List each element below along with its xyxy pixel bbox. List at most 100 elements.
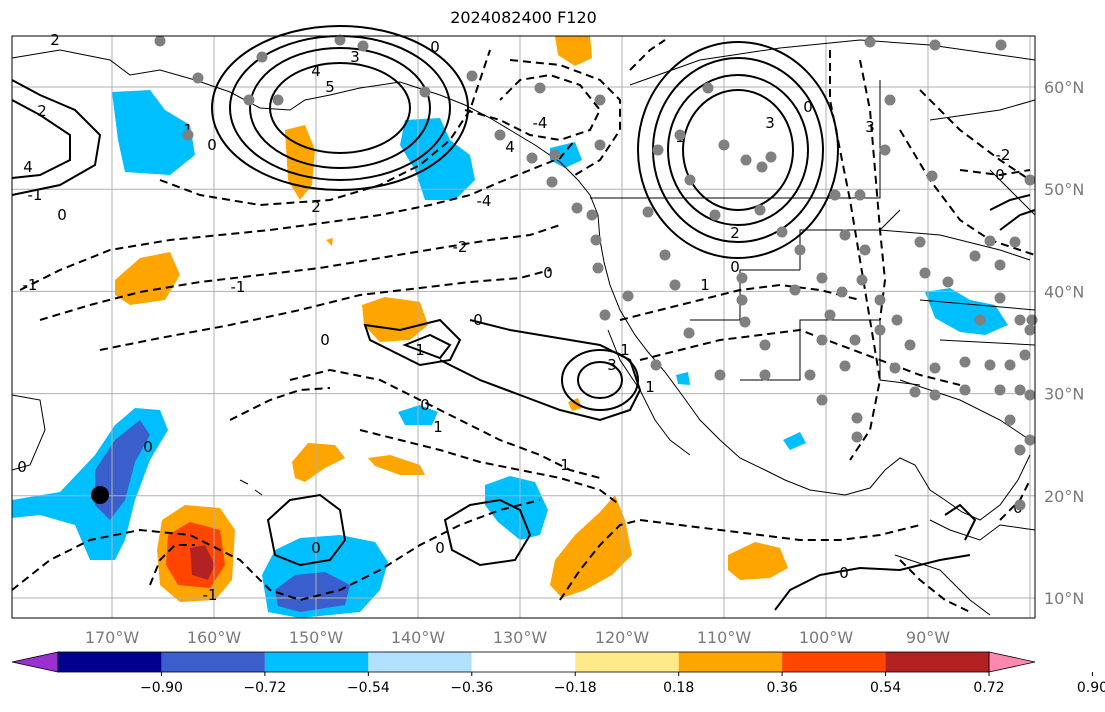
negative-contours [11,39,1036,613]
station-dot [1014,314,1026,326]
station-dot [884,94,896,106]
station-dot [824,309,836,321]
colorbar-bin [471,652,576,672]
contour-label: 0 [320,331,330,349]
contour-label: 1 [645,378,655,396]
station-dot [599,309,611,321]
colorbar-tick-label: −0.36 [450,680,493,696]
station-dot [874,294,886,306]
pos-region-off-mexico [550,495,632,598]
station-dot [969,250,981,262]
lat-label: 60°N [1044,78,1084,97]
station-dot [759,339,771,351]
contour-label: 2 [730,224,740,242]
colorbar-tick-label: 0.72 [973,680,1004,696]
station-dot [926,170,938,182]
colorbar-tick-label: −0.90 [140,680,183,696]
station-dot [669,279,681,291]
station-dot [984,235,996,247]
contour-label: 0 [311,539,321,557]
station-dot [994,384,1006,396]
lon-label: 160°W [187,628,242,647]
contour-label: 0 [420,396,430,414]
lat-label: 20°N [1044,487,1084,506]
station-dot [891,314,903,326]
colorbar-extend-high [988,651,1036,673]
colorbar-extend-low [11,651,59,673]
station-dot [546,176,558,188]
station-dot [594,94,606,106]
station-dot [889,362,901,374]
latitude-labels: 60°N 50°N 40°N 30°N 20°N 10°N [1044,78,1084,608]
contour-label: 4 [311,62,321,80]
colorbar-tick-label: 0.90 [1077,680,1105,696]
station-dot [592,262,604,274]
colorbar-tick-label: 0.18 [663,680,694,696]
station-dot [854,189,866,201]
station-dot [754,204,766,216]
pos-core-west-blob [190,545,215,580]
station-dot [182,129,194,141]
contour-label: -1 [23,276,38,294]
station-dot [1019,349,1031,361]
station-dot [794,244,806,256]
station-dot [1024,324,1036,336]
station-dot [1004,359,1016,371]
contour-label: 0 [57,206,67,224]
colorbar-bin [161,652,265,672]
station-dot [1009,236,1021,248]
station-dot [914,236,926,248]
station-dot [776,226,788,238]
lat-label: 50°N [1044,180,1084,199]
station-dot [652,144,664,156]
station-dot [859,244,871,256]
station-dot [874,324,886,336]
colorbar-bin [368,652,472,672]
colorbar-bin [678,652,783,672]
lat-label: 30°N [1044,385,1084,404]
contour-label: -1 [203,586,218,604]
station-dot [864,36,876,48]
contour-label: 3 [607,356,617,374]
station-dot [929,362,941,374]
station-dot [534,82,546,94]
station-dot [839,229,851,241]
station-dot [526,152,538,164]
graticule [12,36,1035,618]
station-dot [659,249,671,261]
station-dot [849,334,861,346]
station-dot [1024,389,1036,401]
lat-label: 10°N [1044,589,1084,608]
station-dot [683,327,695,339]
station-dot [804,369,816,381]
neg-region-25n [783,432,806,450]
station-dot [419,86,431,98]
station-dot [709,209,721,221]
neg-region-bc [550,142,582,168]
contour-label: 0 [430,38,440,56]
contour-label: 1 [415,341,425,359]
contour-label: 4 [505,138,515,156]
station-dot [571,202,583,214]
station-dot [816,394,828,406]
shaded-anomaly-regions [12,36,1008,618]
contour-label: 0 [143,438,153,456]
contour-label: -4 [477,192,492,210]
contour-label: -1 [28,186,43,204]
colorbar-tick-label: 0.36 [767,680,798,696]
contour-label: 0 [435,539,445,557]
pos-region-hawaii-north [292,443,345,482]
station-dot [243,94,255,106]
station-dot [1024,434,1036,446]
station-dot [1014,384,1026,396]
map-frame [11,35,1036,619]
contour-label: -2 [453,238,468,256]
station-dot [816,334,828,346]
station-dot [789,284,801,296]
contour-label: 2 [37,102,47,120]
station-dot [622,290,634,302]
pos-region-central-37n [362,297,428,342]
contour-label: -2 [996,146,1011,164]
station-dot [829,189,841,201]
